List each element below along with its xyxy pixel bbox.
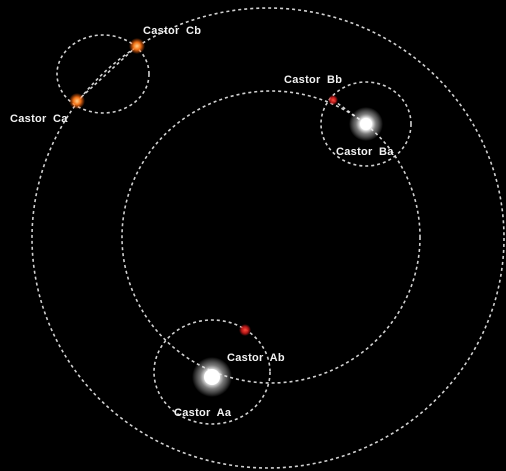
orbit-c-around-ab [31,7,505,469]
castor-cb-label: Castor Cb [143,25,201,37]
castor-ab-label: Castor Ab [227,352,285,364]
castor-bb-star [328,95,338,105]
castor-cb-star [129,38,145,54]
castor-ba-label: Castor Ba [336,146,394,158]
castor-ab-star [239,324,251,336]
orbit-castor-a-pair [153,319,271,425]
pair-line-c [76,45,138,102]
orbit-a-b [121,90,421,384]
castor-bb-label: Castor Bb [284,74,342,86]
orbit-castor-b-pair [320,81,412,167]
castor-ca-label: Castor Ca [10,113,68,125]
orbit-castor-c-pair [56,34,150,114]
castor-aa-star [204,369,220,385]
castor-ba-star [360,118,372,130]
castor-ca-star [69,93,85,109]
pair-line-b [332,99,367,125]
castor-aa-label: Castor Aa [174,407,232,419]
